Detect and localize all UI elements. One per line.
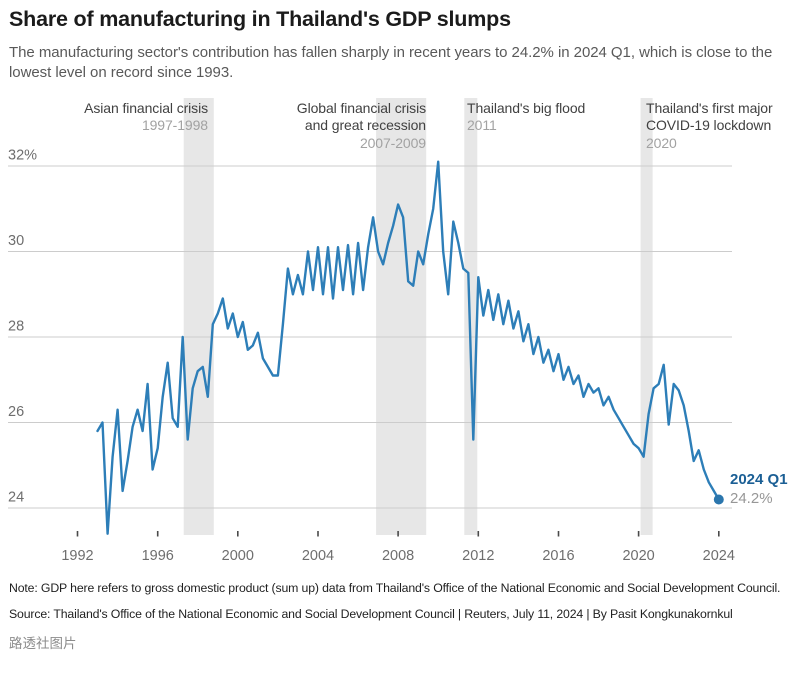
x-axis-label: 2008: [382, 548, 414, 563]
x-axis-label: 1996: [142, 548, 174, 563]
annotation-covid-lockdown: Thailand's first major COVID-19 lockdown…: [646, 100, 773, 153]
chart-header: Share of manufacturing in Thailand's GDP…: [0, 0, 800, 83]
watermark-text: 路透社图片: [9, 635, 77, 651]
x-axis-label: 2024: [703, 548, 735, 563]
annotation-thailand-big-flood: Thailand's big flood 2011: [467, 100, 585, 135]
annotation-text: and great recession: [304, 117, 426, 134]
x-axis-label: 2000: [222, 548, 254, 563]
y-axis-label: 26: [8, 404, 24, 420]
annotation-text: Thailand's first major: [646, 99, 773, 116]
x-axis-label: 2012: [462, 548, 494, 563]
footer-source: Source: Thailand's Office of the Nationa…: [9, 607, 733, 622]
y-axis-label: 30: [8, 233, 24, 249]
annotation-year: 2020: [646, 134, 677, 151]
annotation-text: COVID-19 lockdown: [646, 117, 772, 134]
annotation-year: 2007-2009: [359, 134, 426, 151]
event-band-covid-lockdown: [640, 97, 653, 535]
latest-point-label: 2024 Q1: [730, 470, 788, 488]
latest-point-callout: 2024 Q1 24.2%: [730, 471, 788, 508]
x-axis-label: 2020: [622, 548, 654, 563]
event-band-global-financial-crisis: [376, 97, 427, 535]
latest-point-dot: [713, 494, 724, 505]
footer-note: Note: GDP here refers to gross domestic …: [9, 580, 781, 595]
latest-point-value: 24.2%: [730, 489, 773, 507]
y-axis-label: 32%: [8, 147, 37, 163]
annotation-text: Thailand's big flood: [467, 99, 586, 116]
annotation-year: 1997-1998: [141, 117, 208, 134]
page-title: Share of manufacturing in Thailand's GDP…: [9, 7, 511, 31]
y-axis-label: 24: [8, 489, 24, 505]
annotation-year: 2011: [467, 117, 497, 134]
chart-subtitle: The manufacturing sector's contribution …: [9, 43, 773, 81]
chart-footer: Note: GDP here refers to gross domestic …: [0, 563, 800, 652]
y-axis-label: 28: [8, 318, 24, 334]
annotation-asian-financial-crisis: Asian financial crisis 1997-1998: [84, 100, 208, 135]
x-axis-label: 2004: [302, 548, 334, 563]
annotation-global-financial-crisis: Global financial crisis and great recess…: [297, 100, 426, 153]
event-band-asian-financial-crisis: [183, 97, 214, 535]
annotation-text: Asian financial crisis: [84, 99, 208, 116]
x-axis-label: 1992: [61, 548, 93, 563]
annotation-text: Global financial crisis: [296, 99, 426, 116]
line-chart-canvas: 32% 30 28 26 24 1992 1996 2000 2004 2008 2012 2016 2…: [8, 97, 735, 563]
manufacturing-share-line: [96, 160, 720, 535]
line-chart-area: 32% 30 28 26 24 1992 1996 2000 2004 2008 2012 2016 2…: [0, 83, 800, 563]
x-axis-label: 2016: [542, 548, 574, 563]
